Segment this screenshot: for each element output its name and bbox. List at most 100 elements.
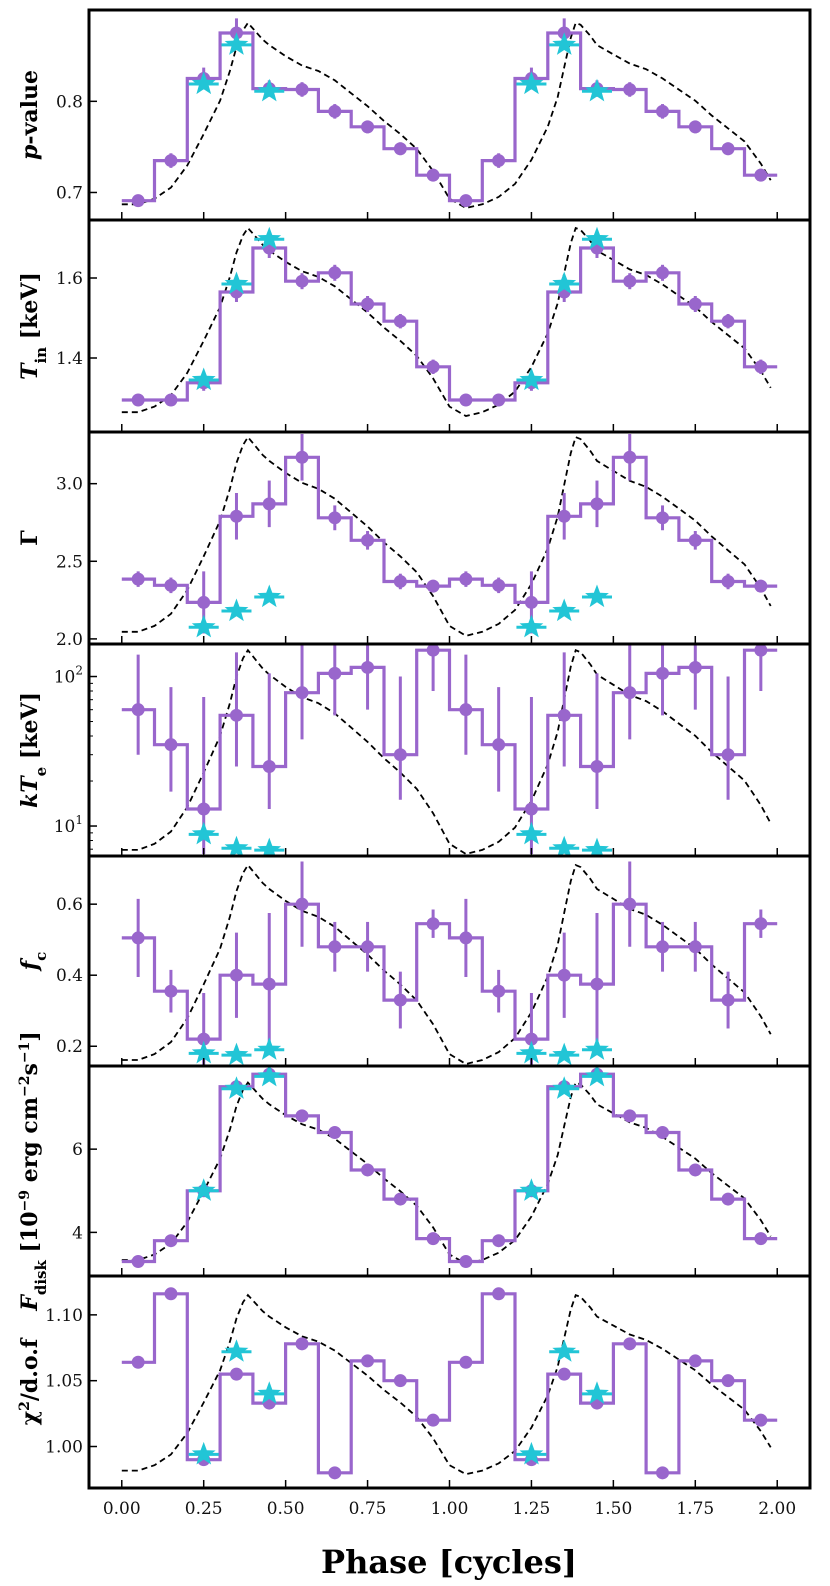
data-point <box>459 572 473 586</box>
data-point <box>197 802 211 816</box>
star-marker <box>257 1381 282 1404</box>
y-axis-label-part: erg cm <box>17 1097 43 1190</box>
data-point <box>656 666 670 680</box>
data-point <box>229 509 243 523</box>
x-tick-labels: 0.00 0.25 0.50 0.75 1.00 1.25 1.50 1.75 2.00 <box>103 1499 796 1519</box>
star-marker <box>519 1178 544 1201</box>
y-axis-label: Tin [keV] <box>17 272 50 380</box>
y-axis-label-part: 2 <box>17 1401 33 1411</box>
data-point <box>393 748 407 762</box>
data-point <box>295 274 309 288</box>
data-point <box>656 940 670 954</box>
y-tick-label: 101 <box>54 813 83 837</box>
panel-plot-area <box>121 18 778 209</box>
y-tick-exponent: 2 <box>75 664 83 678</box>
y-axis-label-part: in <box>32 347 50 364</box>
data-point <box>721 993 735 1007</box>
data-point <box>393 574 407 588</box>
data-point <box>656 104 670 118</box>
y-axis-label-part: e <box>32 767 50 777</box>
data-point <box>164 1287 178 1301</box>
data-point <box>721 1192 735 1206</box>
star-marker <box>585 226 609 250</box>
panel-frame <box>87 1274 812 1490</box>
data-point <box>656 1466 670 1480</box>
y-tick-label: 0.4 <box>56 966 83 986</box>
star-marker <box>585 584 609 608</box>
data-point <box>426 360 440 374</box>
y-axis-label-part: [keV] <box>17 692 43 767</box>
data-point <box>754 1232 768 1246</box>
star-marker <box>257 584 282 608</box>
data-point <box>459 1255 473 1269</box>
x-tick-label: 1.50 <box>594 1499 632 1519</box>
data-point <box>361 533 375 547</box>
data-point <box>361 660 375 674</box>
data-point <box>623 450 637 464</box>
panel-plot-area <box>121 644 778 856</box>
data-point <box>295 82 309 96</box>
star-marker <box>552 835 577 856</box>
data-point <box>361 940 375 954</box>
y-tick-label: 0.6 <box>56 895 83 915</box>
panel-plot-area <box>121 861 778 1066</box>
data-point <box>623 274 637 288</box>
x-tick-label: 1.00 <box>431 1499 469 1519</box>
y-axis-label: kTe [keV] <box>17 692 50 808</box>
data-point <box>656 266 670 280</box>
data-point <box>229 708 243 722</box>
data-point <box>754 579 768 593</box>
star-marker <box>585 837 609 856</box>
model-step-line <box>121 1072 778 1264</box>
data-point <box>492 1287 506 1301</box>
data-point <box>164 578 178 592</box>
data-point <box>262 497 276 511</box>
data-point <box>492 984 506 998</box>
y-axis-label-part: −2 <box>17 1076 33 1097</box>
star-marker <box>552 32 577 55</box>
star-marker <box>224 32 249 55</box>
data-point <box>328 511 342 525</box>
x-tick-label: 0.75 <box>349 1499 387 1519</box>
data-point <box>688 1163 702 1177</box>
y-axis-label-part: T <box>17 362 43 380</box>
y-axis-label-part: χ <box>17 1411 43 1425</box>
y-axis-label-part: −9 <box>17 1190 33 1211</box>
panel-plot-area <box>121 1287 778 1480</box>
data-point <box>524 802 538 816</box>
data-point <box>492 578 506 592</box>
y-axis-label: Γ <box>17 530 43 546</box>
data-point <box>131 393 145 407</box>
data-point <box>590 760 604 774</box>
data-point <box>754 917 768 931</box>
panel-gamma: 2.0 2.5 3.0 Γ <box>17 430 812 650</box>
x-tick-label: 2.00 <box>758 1499 796 1519</box>
panel-plot-area <box>121 1066 778 1269</box>
y-axis-label-part: s <box>17 1063 43 1075</box>
y-tick-label: 1.6 <box>56 269 83 289</box>
data-point <box>557 509 571 523</box>
data-point <box>557 1367 571 1381</box>
model-step-line <box>121 455 778 604</box>
data-point <box>131 931 145 945</box>
panel-fc: 0.2 0.4 0.6 fc <box>17 854 812 1068</box>
data-point <box>295 450 309 464</box>
data-point <box>721 142 735 156</box>
x-tick-label: 0.00 <box>103 1499 141 1519</box>
data-point <box>426 917 440 931</box>
data-point <box>721 314 735 328</box>
data-point <box>328 266 342 280</box>
y-axis-label-part: ] <box>17 1031 43 1041</box>
y-axis-label-part: kT <box>17 775 43 808</box>
data-point <box>721 574 735 588</box>
panel-plot-area <box>121 226 778 417</box>
data-point <box>131 572 145 586</box>
star-marker <box>519 821 544 845</box>
y-axis-label-part: disk <box>32 1260 50 1296</box>
data-point <box>426 644 440 657</box>
data-point <box>361 1163 375 1177</box>
panel-tin: 1.4 1.6 Tin [keV] <box>17 218 812 434</box>
data-point <box>459 931 473 945</box>
data-point <box>459 393 473 407</box>
